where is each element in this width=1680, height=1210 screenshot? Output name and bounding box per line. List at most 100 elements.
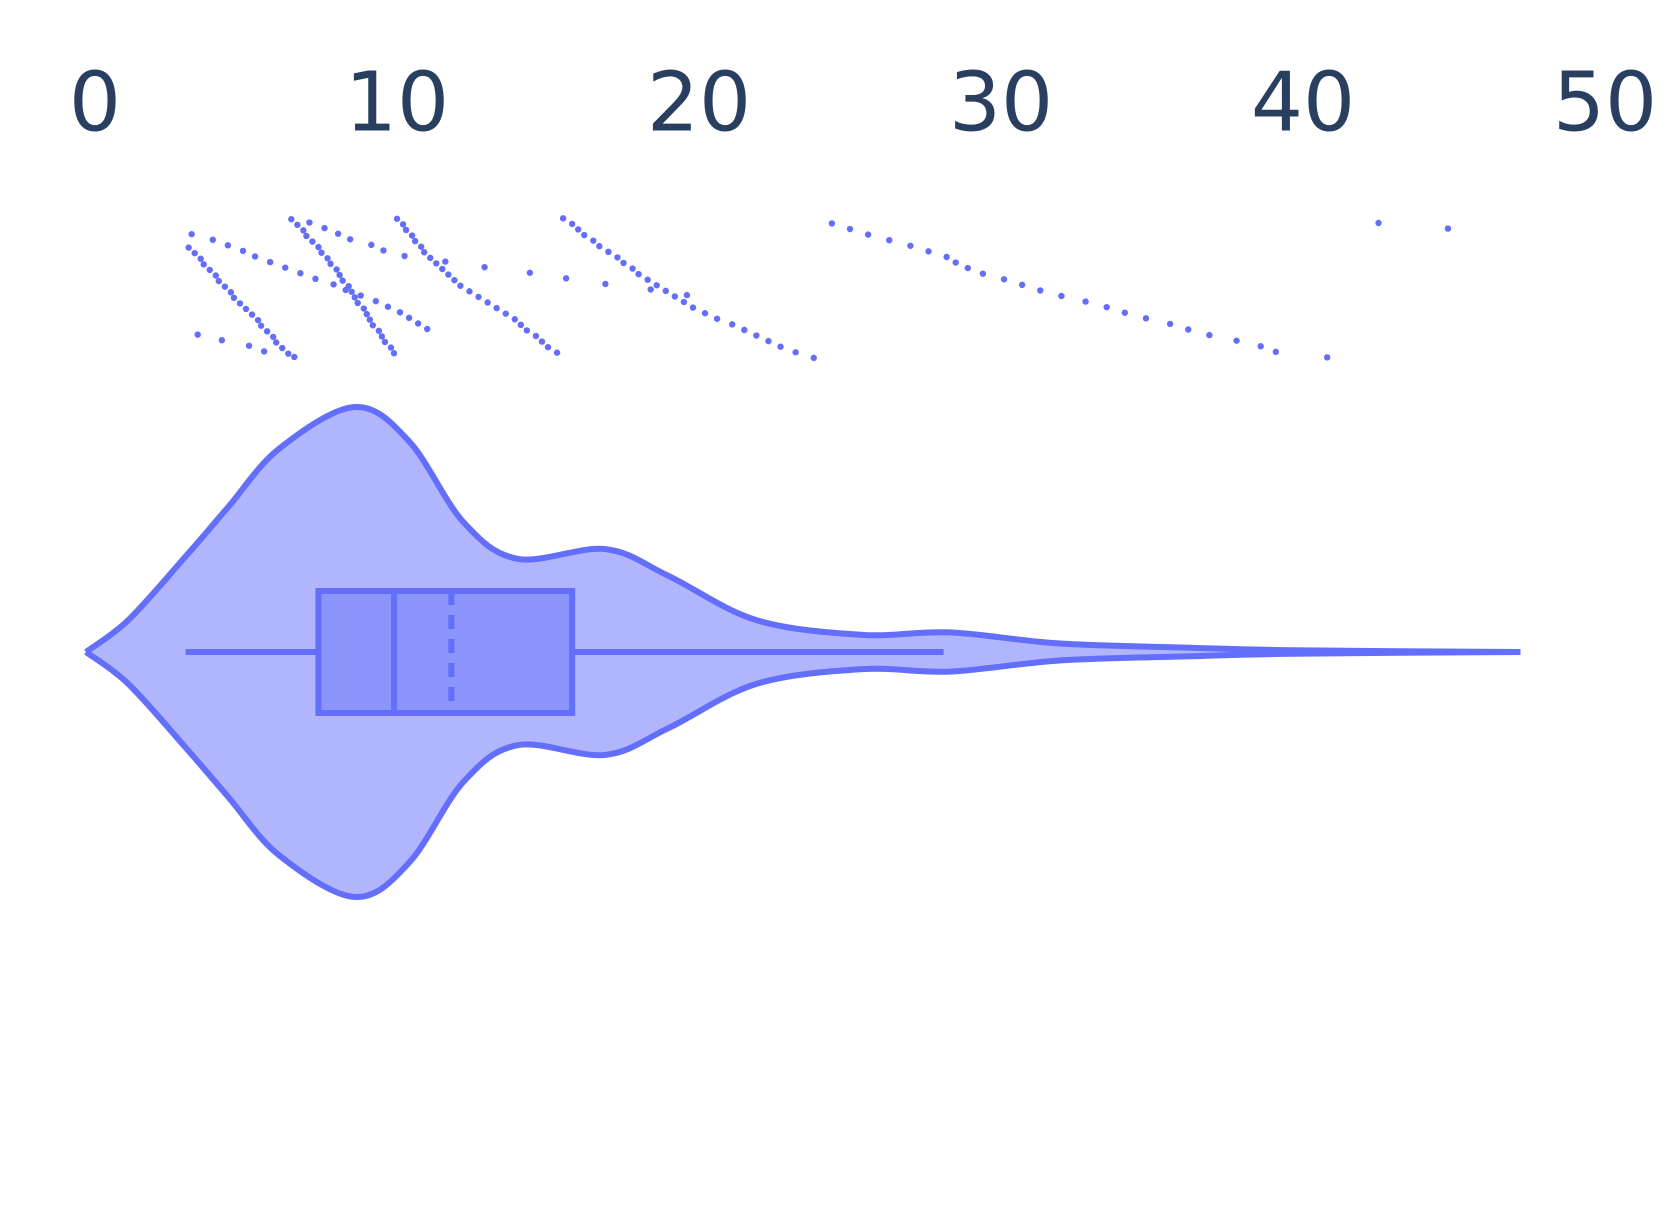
point — [185, 244, 192, 251]
point — [212, 272, 219, 279]
point — [635, 270, 642, 278]
x-tick-label: 20 — [647, 55, 751, 150]
point — [925, 248, 932, 255]
point — [1206, 331, 1213, 339]
point — [227, 289, 235, 296]
point — [457, 282, 464, 289]
point — [396, 309, 404, 316]
point — [475, 293, 482, 301]
point — [354, 299, 361, 307]
point — [538, 338, 546, 345]
point — [248, 311, 256, 318]
point — [368, 241, 375, 249]
point — [414, 320, 422, 327]
x-tick-label: 30 — [949, 55, 1053, 150]
point — [620, 259, 627, 267]
point — [369, 322, 377, 329]
point — [427, 254, 434, 262]
point — [559, 215, 567, 222]
point — [191, 249, 198, 257]
point — [279, 344, 286, 352]
point — [363, 310, 370, 318]
point — [200, 261, 207, 268]
point — [1272, 348, 1280, 356]
point — [952, 259, 959, 266]
point — [662, 287, 669, 295]
point — [451, 276, 458, 284]
point — [393, 215, 401, 222]
point — [402, 226, 410, 234]
point — [297, 270, 304, 277]
violin-outline — [84, 403, 1521, 655]
point — [683, 291, 691, 299]
point — [792, 349, 799, 356]
x-tick-label: 0 — [69, 55, 121, 150]
point — [209, 236, 216, 243]
point — [765, 337, 772, 345]
point — [375, 327, 383, 335]
point — [411, 237, 419, 245]
point — [629, 265, 636, 272]
point — [1185, 326, 1192, 333]
x-tick-label: 50 — [1553, 55, 1657, 150]
point — [511, 316, 518, 323]
point — [236, 300, 244, 307]
point — [366, 316, 374, 323]
point — [336, 271, 343, 279]
point — [502, 310, 509, 317]
point — [689, 304, 697, 311]
point — [260, 348, 268, 355]
point — [581, 231, 588, 239]
point — [230, 294, 238, 302]
point — [282, 264, 289, 271]
point — [777, 343, 784, 350]
point — [590, 237, 597, 244]
point — [387, 344, 395, 351]
point — [1375, 219, 1382, 227]
point — [1082, 298, 1089, 305]
point — [206, 266, 213, 274]
point — [324, 255, 331, 262]
point — [886, 236, 893, 244]
point — [263, 328, 271, 335]
point — [701, 310, 709, 317]
point — [420, 249, 428, 256]
point — [1000, 276, 1008, 283]
point — [979, 270, 987, 277]
point — [484, 299, 491, 306]
point — [605, 248, 612, 256]
point — [1058, 292, 1065, 300]
point — [269, 333, 277, 341]
point — [671, 293, 679, 300]
point — [553, 349, 561, 356]
point — [254, 316, 262, 324]
point — [273, 339, 280, 346]
point — [1444, 225, 1452, 232]
point — [221, 283, 229, 290]
point — [1323, 354, 1331, 361]
point — [1233, 337, 1240, 344]
point — [680, 298, 688, 306]
point — [315, 243, 322, 251]
point — [562, 275, 570, 282]
point — [568, 220, 576, 228]
point — [653, 282, 660, 289]
point — [306, 219, 313, 226]
point — [713, 315, 721, 322]
point — [309, 238, 316, 245]
point — [285, 350, 292, 357]
point — [384, 303, 392, 310]
point — [424, 325, 431, 333]
point — [1103, 303, 1110, 311]
point — [1166, 320, 1174, 328]
point — [493, 304, 500, 312]
point — [188, 230, 195, 238]
point — [445, 271, 452, 278]
point — [327, 260, 334, 268]
point — [907, 242, 914, 249]
point — [224, 242, 232, 249]
point — [846, 225, 854, 233]
x-tick-label: 40 — [1251, 55, 1355, 150]
point — [333, 266, 340, 273]
